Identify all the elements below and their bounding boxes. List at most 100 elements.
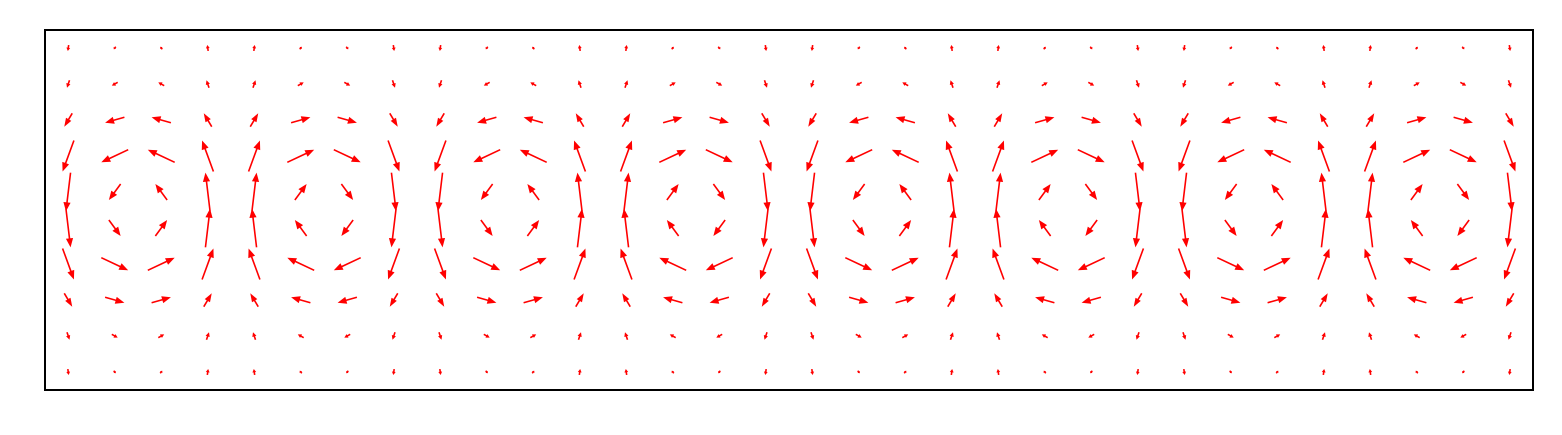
arrow bbox=[435, 172, 444, 212]
arrow bbox=[903, 370, 907, 374]
arrow bbox=[252, 80, 257, 89]
arrow bbox=[1364, 248, 1377, 280]
arrow bbox=[205, 369, 210, 376]
arrow bbox=[845, 148, 873, 163]
arrow bbox=[620, 248, 633, 280]
arrow bbox=[996, 80, 1001, 89]
arrow bbox=[996, 369, 1001, 376]
arrow bbox=[485, 46, 489, 50]
arrow bbox=[113, 370, 116, 374]
arrow bbox=[1084, 183, 1098, 200]
arrow bbox=[573, 248, 586, 280]
arrow bbox=[1403, 257, 1431, 272]
arrow bbox=[671, 370, 675, 374]
arrow bbox=[1081, 116, 1101, 124]
arrow bbox=[438, 44, 443, 51]
arrow bbox=[844, 256, 873, 271]
arrow bbox=[1034, 116, 1055, 124]
arrow bbox=[1368, 80, 1373, 89]
arrow bbox=[251, 172, 260, 212]
arrow bbox=[1410, 220, 1424, 237]
arrow bbox=[297, 82, 304, 87]
arrow bbox=[435, 292, 445, 307]
arrow bbox=[761, 112, 770, 127]
arrow bbox=[705, 256, 734, 271]
arrow bbox=[1267, 116, 1288, 124]
arrow bbox=[104, 296, 125, 304]
arrow bbox=[577, 332, 582, 341]
arrow bbox=[1460, 333, 1467, 338]
arrow bbox=[343, 81, 351, 86]
arrow bbox=[945, 248, 958, 280]
arrow bbox=[1321, 332, 1326, 341]
arrow bbox=[340, 183, 354, 200]
arrow bbox=[1177, 248, 1191, 280]
arrow bbox=[286, 149, 315, 164]
arrow bbox=[810, 331, 815, 340]
arrow bbox=[519, 257, 547, 272]
arrow bbox=[523, 296, 543, 304]
arrow bbox=[66, 79, 71, 88]
arrow bbox=[949, 45, 954, 52]
arrow bbox=[1180, 112, 1189, 127]
arrow bbox=[390, 172, 399, 212]
arrow bbox=[1413, 82, 1420, 87]
arrow bbox=[1181, 208, 1190, 248]
arrow bbox=[1273, 334, 1281, 339]
arrows bbox=[61, 44, 1517, 376]
arrow bbox=[993, 113, 1003, 128]
arrow bbox=[1365, 113, 1375, 128]
arrow bbox=[1321, 369, 1326, 376]
arrow bbox=[203, 113, 213, 128]
arrow bbox=[160, 46, 163, 50]
arrow bbox=[433, 248, 447, 280]
arrow bbox=[1368, 332, 1373, 341]
arrow bbox=[994, 293, 1003, 308]
arrow bbox=[1318, 172, 1327, 212]
arrow bbox=[532, 46, 535, 50]
arrow bbox=[247, 140, 261, 172]
arrow bbox=[1041, 82, 1048, 87]
arrow bbox=[391, 331, 396, 340]
arrow bbox=[291, 296, 311, 304]
arrow bbox=[577, 45, 582, 52]
arrow bbox=[252, 369, 257, 376]
arrow bbox=[996, 332, 1001, 341]
arrow bbox=[337, 296, 358, 304]
arrow bbox=[991, 140, 1005, 172]
arrow bbox=[337, 116, 357, 124]
arrow bbox=[1410, 184, 1423, 201]
arrow bbox=[1459, 81, 1467, 86]
arrow bbox=[761, 292, 771, 307]
arrow bbox=[1133, 112, 1142, 127]
arrow bbox=[715, 81, 723, 86]
arrow bbox=[1217, 148, 1245, 163]
arrow bbox=[1317, 140, 1331, 172]
arrow bbox=[948, 208, 957, 248]
arrow bbox=[904, 46, 907, 50]
arrow bbox=[1216, 256, 1245, 271]
arrow bbox=[1449, 256, 1478, 271]
arrow bbox=[705, 148, 733, 163]
arrow bbox=[1227, 81, 1235, 86]
arrow bbox=[1088, 333, 1095, 338]
arrow bbox=[891, 149, 920, 164]
arrow bbox=[1224, 183, 1238, 200]
arrow bbox=[389, 112, 398, 127]
arrow bbox=[621, 113, 631, 128]
arrow bbox=[155, 184, 168, 201]
arrow bbox=[1031, 257, 1059, 272]
arrow bbox=[949, 80, 954, 89]
arrow bbox=[624, 45, 629, 52]
arrow bbox=[1321, 45, 1326, 52]
arrow bbox=[669, 334, 677, 339]
arrow bbox=[65, 208, 74, 248]
arrow bbox=[1179, 172, 1188, 212]
arrow bbox=[1276, 46, 1279, 50]
arrow bbox=[619, 140, 633, 172]
arrow bbox=[480, 219, 493, 236]
arrow bbox=[438, 368, 443, 375]
arrow bbox=[621, 208, 630, 248]
arrow bbox=[713, 219, 726, 236]
arrow bbox=[763, 331, 768, 340]
